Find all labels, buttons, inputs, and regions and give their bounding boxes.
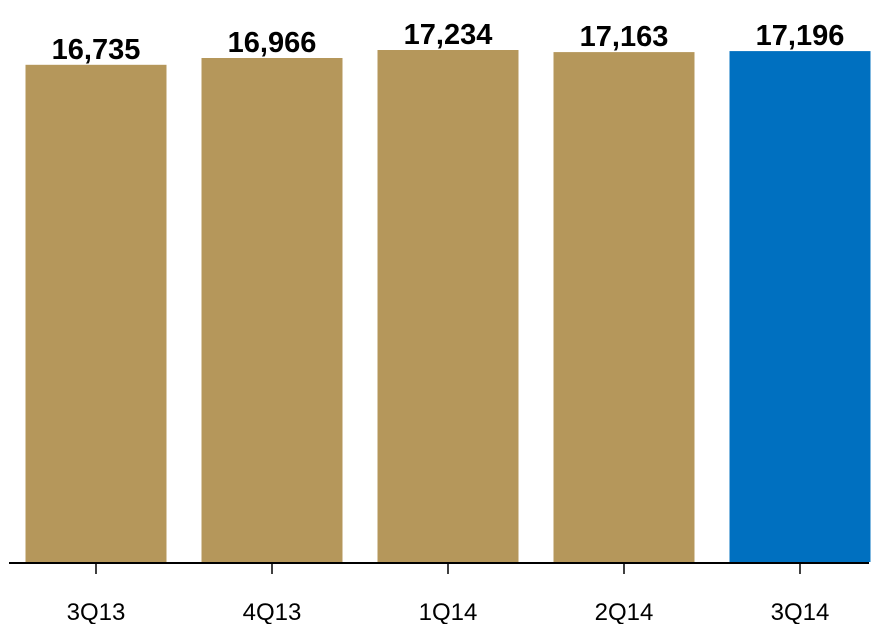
- value-label-4q13: 16,966: [228, 27, 317, 59]
- tick-label-4q13: 4Q13: [243, 599, 302, 624]
- tick-label-3q13: 3Q13: [67, 599, 126, 624]
- value-label-2q14: 17,163: [580, 21, 669, 53]
- bars-group: [25, 50, 871, 563]
- value-labels-group: 16,735 16,966 17,234 17,163 17,196: [52, 19, 845, 66]
- value-label-1q14: 17,234: [404, 19, 493, 51]
- bar-3q14: [729, 51, 871, 562]
- value-label-3q14: 17,196: [756, 20, 845, 52]
- x-axis-tick-labels: 3Q13 4Q13 1Q14 2Q14 3Q14: [67, 599, 830, 624]
- tick-label-3q14: 3Q14: [771, 599, 830, 624]
- bar-2q14: [553, 52, 695, 562]
- bar-3q13: [25, 64, 167, 563]
- bar-4q13: [201, 58, 343, 562]
- x-axis-ticks: [95, 563, 801, 574]
- tick-label-2q14: 2Q14: [595, 599, 654, 624]
- value-label-3q13: 16,735: [52, 34, 141, 66]
- bar-1q14: [377, 50, 519, 562]
- tick-label-1q14: 1Q14: [419, 599, 478, 624]
